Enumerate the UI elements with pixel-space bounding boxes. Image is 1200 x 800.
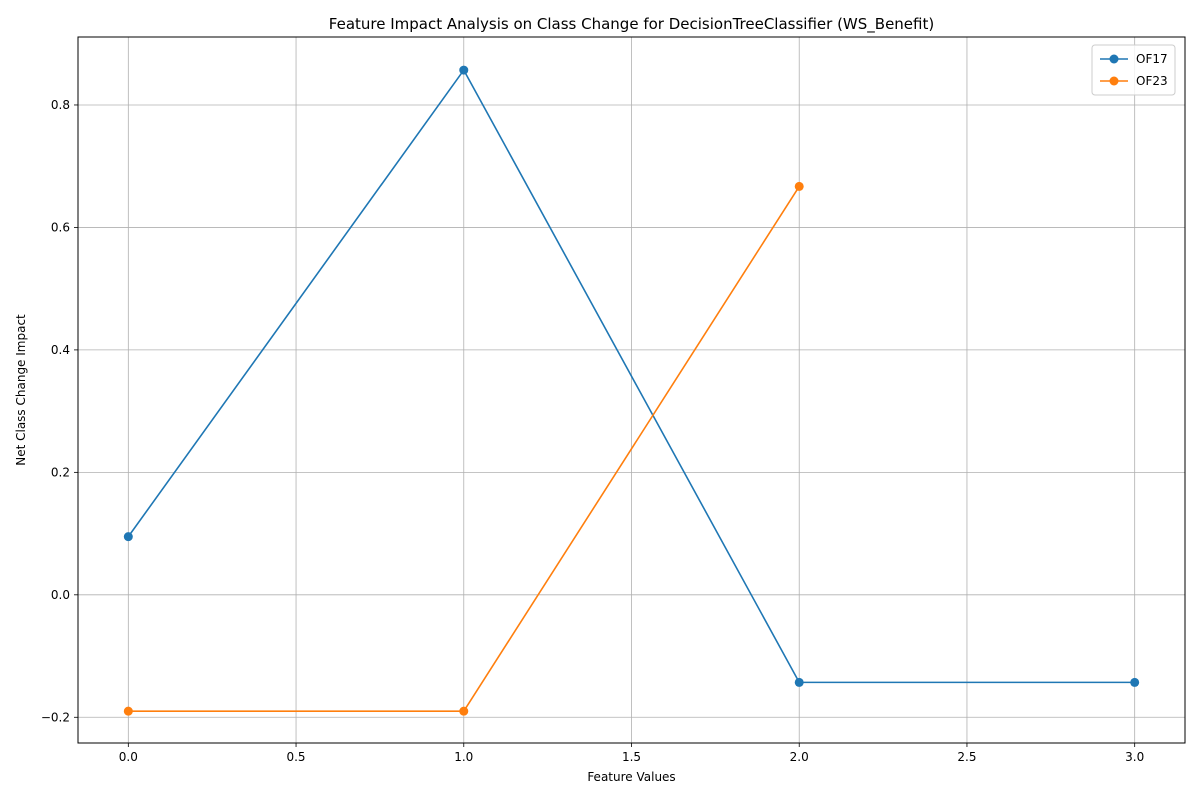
x-tick-label: 0.0 <box>119 750 138 764</box>
chart-title: Feature Impact Analysis on Class Change … <box>329 15 934 34</box>
legend-marker-of17 <box>1109 54 1119 64</box>
data-point-of17 <box>123 532 133 542</box>
y-tick-label: −0.2 <box>41 710 70 724</box>
y-tick-label: 0.0 <box>51 588 70 602</box>
legend: OF17 OF23 <box>1091 44 1176 96</box>
y-tick-label: 0.2 <box>51 465 70 479</box>
data-point-of23 <box>794 181 804 191</box>
data-point-of17 <box>459 65 469 75</box>
series-line-of17 <box>127 68 1135 684</box>
data-point-of23 <box>459 706 469 716</box>
series-layer <box>123 65 1140 716</box>
x-tick-label: 0.5 <box>286 750 305 764</box>
legend-label-of17: OF17 <box>1136 52 1168 66</box>
y-tick-label: 0.6 <box>51 220 70 234</box>
data-point-of17 <box>794 677 804 687</box>
x-axis-label: Feature Values <box>587 770 675 784</box>
legend-label-of23: OF23 <box>1136 74 1168 88</box>
y-tick-label: 0.8 <box>51 98 70 112</box>
legend-marker-of23 <box>1109 76 1119 86</box>
x-tick-label: 3.0 <box>1125 750 1144 764</box>
y-tick-label: 0.4 <box>51 343 70 357</box>
axis-ticks: 0.0 0.5 1.0 1.5 2.0 2.5 3.0 −0.2 0.0 0.2 0.4 0.6 0.8 <box>41 98 1144 764</box>
x-tick-label: 2.0 <box>790 750 809 764</box>
x-tick-label: 1.5 <box>622 750 641 764</box>
y-axis-label: Net Class Change Impact <box>14 314 28 466</box>
data-point-of17 <box>1130 677 1140 687</box>
data-point-of23 <box>123 706 133 716</box>
x-tick-label: 2.5 <box>957 750 976 764</box>
x-tick-label: 1.0 <box>454 750 473 764</box>
